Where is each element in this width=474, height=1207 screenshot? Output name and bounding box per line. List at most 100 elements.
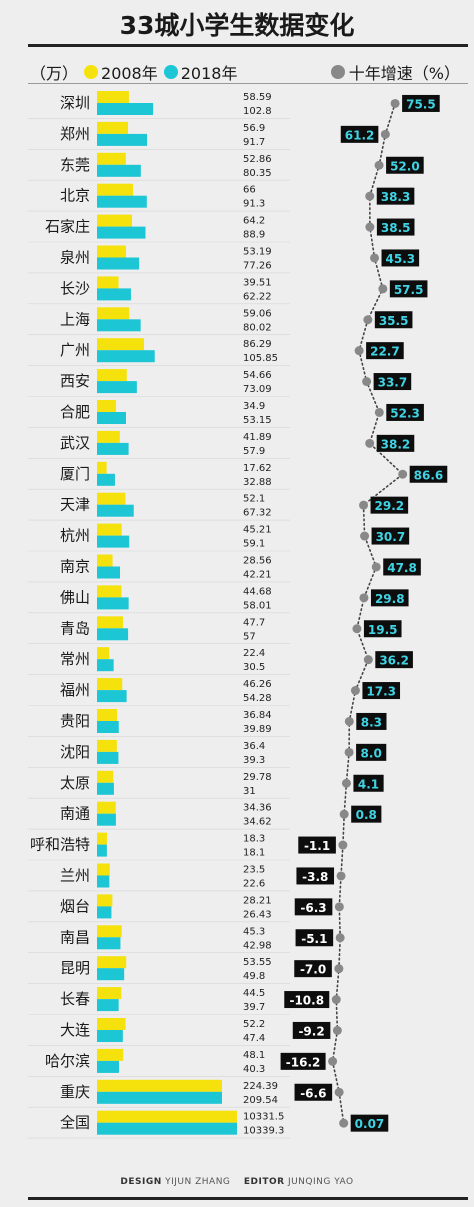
- bar-2018: [97, 937, 121, 950]
- value-2008: 36.84: [243, 710, 272, 721]
- bar-2008: [97, 832, 107, 845]
- bar-2008: [97, 307, 130, 320]
- city-label: 深圳: [60, 94, 90, 112]
- bar-2018: [97, 906, 112, 919]
- value-2008: 86.29: [243, 339, 272, 350]
- city-label: 石家庄: [45, 218, 90, 236]
- editor-label: EDITOR: [243, 1177, 285, 1187]
- growth-dot: [378, 284, 388, 294]
- value-2008: 10331.5: [243, 1112, 284, 1123]
- growth-dot: [332, 1025, 342, 1035]
- growth-dot: [328, 1056, 338, 1066]
- value-2018: 91.3: [243, 199, 265, 210]
- bar-2008: [97, 956, 127, 969]
- bar-2018: [97, 1091, 222, 1104]
- city-label: 长沙: [60, 279, 90, 297]
- growth-dot: [380, 129, 390, 139]
- growth-label: 29.8: [375, 592, 405, 606]
- growth-dot: [374, 160, 384, 170]
- growth-label: -6.6: [300, 1086, 326, 1100]
- growth-dot: [334, 964, 344, 974]
- bar-2008: [97, 492, 126, 505]
- growth-label: 8.3: [361, 715, 382, 729]
- bar-2018: [97, 628, 129, 641]
- growth-label-bg: [386, 403, 424, 421]
- growth-label: -10.8: [289, 994, 324, 1008]
- city-label: 沈阳: [60, 743, 90, 761]
- growth-dot: [338, 840, 348, 850]
- growth-label: -16.2: [286, 1055, 321, 1069]
- bar-2008: [97, 1018, 126, 1030]
- city-label: 青岛: [60, 619, 90, 637]
- growth-label-bg: [356, 743, 387, 761]
- growth-label: 30.7: [376, 530, 406, 544]
- growth-dot: [334, 1087, 344, 1097]
- value-2018: 31: [243, 786, 256, 797]
- value-2008: 34.36: [243, 803, 272, 814]
- growth-label: 47.8: [387, 561, 417, 575]
- city-label: 常州: [60, 650, 90, 668]
- growth-dot: [334, 902, 344, 912]
- value-2018: 39.7: [243, 1002, 265, 1013]
- bar-2018: [97, 782, 114, 795]
- value-2018: 209.54: [243, 1095, 278, 1106]
- legend-growth-label: 十年增速（%）: [348, 64, 460, 83]
- value-2008: 44.68: [243, 586, 272, 597]
- city-label: 南京: [60, 558, 90, 576]
- value-2008: 64.2: [243, 216, 265, 227]
- growth-label-bg: [371, 527, 410, 545]
- growth-dot: [365, 438, 375, 448]
- growth-label: 57.5: [394, 283, 424, 297]
- bar-2018: [97, 350, 155, 363]
- value-2018: 102.8: [243, 106, 272, 117]
- growth-label-bg: [374, 311, 413, 329]
- growth-label: 8.0: [361, 746, 382, 760]
- bar-2008: [97, 276, 119, 289]
- bar-2008: [97, 152, 126, 165]
- value-2008: 45.3: [243, 926, 265, 937]
- value-2008: 53.19: [243, 247, 272, 258]
- growth-label-bg: [373, 373, 412, 391]
- bar-2018: [97, 566, 121, 579]
- bar-2008: [97, 739, 117, 752]
- growth-label-bg: [294, 1083, 333, 1101]
- growth-label-bg: [294, 898, 333, 916]
- bar-2018: [97, 1122, 237, 1135]
- growth-label-bg: [340, 125, 379, 143]
- growth-dot: [341, 778, 351, 788]
- bar-2018: [97, 133, 148, 146]
- value-2008: 52.1: [243, 494, 265, 505]
- legend-2018-label: 2018年: [180, 64, 238, 83]
- growth-label-bg: [363, 620, 402, 638]
- growth-dot: [390, 98, 400, 108]
- value-2008: 36.4: [243, 741, 265, 752]
- value-2018: 40.3: [243, 1064, 265, 1075]
- bar-2018: [97, 751, 119, 764]
- growth-label: 0.07: [355, 1117, 385, 1131]
- value-2008: 46.26: [243, 679, 272, 690]
- growth-dot: [344, 747, 354, 757]
- bar-2008: [97, 523, 122, 536]
- growth-dot: [359, 593, 369, 603]
- growth-label-bg: [298, 836, 336, 854]
- city-label: 长春: [60, 990, 90, 1008]
- design-label: DESIGN: [120, 1177, 162, 1187]
- growth-label: -9.2: [298, 1024, 324, 1038]
- value-2018: 80.35: [243, 168, 272, 179]
- city-label: 太原: [60, 774, 90, 792]
- growth-label-bg: [376, 434, 415, 452]
- growth-dot: [398, 469, 408, 479]
- bar-2008: [97, 430, 120, 443]
- growth-label: 17.3: [366, 685, 396, 699]
- bar-2018: [97, 473, 115, 486]
- city-label: 昆明: [60, 959, 90, 977]
- growth-label: 38.5: [381, 221, 411, 235]
- city-label: 上海: [60, 310, 90, 328]
- growth-label: -3.8: [302, 870, 328, 884]
- value-2018: 49.8: [243, 971, 265, 982]
- value-2018: 77.26: [243, 261, 272, 272]
- bar-2018: [97, 1060, 119, 1073]
- bar-2018: [97, 504, 134, 517]
- city-label: 泉州: [60, 249, 90, 267]
- growth-label-bg: [280, 1052, 326, 1070]
